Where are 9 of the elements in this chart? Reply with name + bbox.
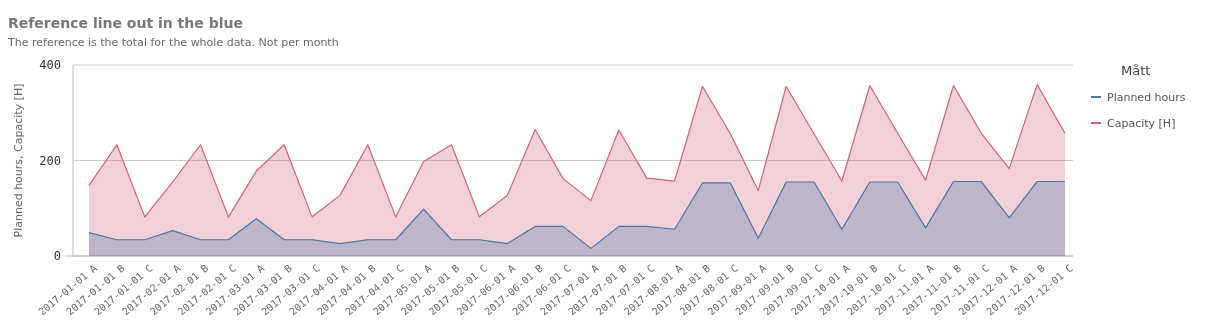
legend-label: Planned hours — [1107, 90, 1186, 104]
y-tick-label: 200 — [39, 153, 61, 168]
y-axis-title: Planned hours, Capacity [H] — [12, 83, 25, 238]
chart-subtitle: The reference is the total for the whole data. Not per month — [7, 36, 339, 49]
legend-label: Capacity [H] — [1107, 116, 1176, 130]
chart-title: Reference line out in the blue — [8, 15, 243, 31]
y-tick-label: 400 — [39, 58, 61, 73]
legend-title: Mått — [1121, 63, 1151, 78]
y-tick-label: 0 — [53, 249, 61, 264]
